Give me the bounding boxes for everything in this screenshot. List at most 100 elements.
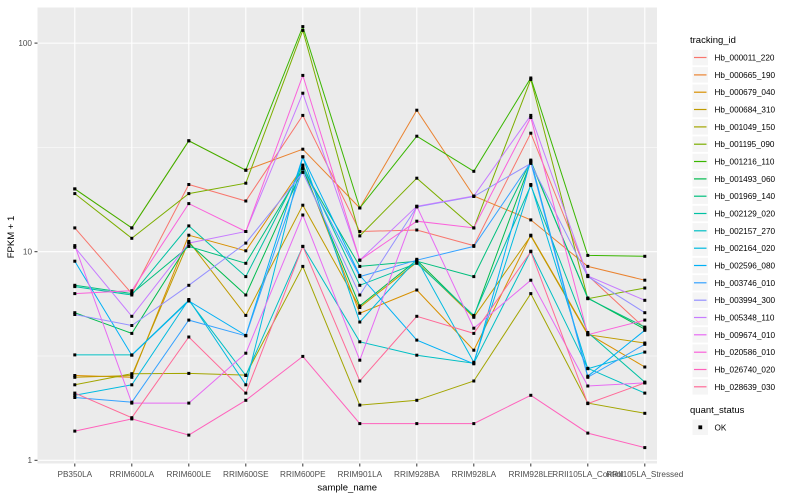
data-point (529, 131, 533, 135)
data-point (187, 224, 191, 228)
data-point (73, 245, 77, 249)
data-point (529, 116, 533, 119)
legend-entry-label: Hb_026740_020 (715, 366, 776, 375)
data-point (187, 433, 191, 437)
legend-entry-label: Hb_003994_300 (715, 296, 776, 305)
data-point (244, 181, 248, 185)
data-points (73, 25, 647, 450)
data-point (130, 401, 134, 405)
data-point (472, 422, 476, 426)
data-point (244, 230, 248, 233)
plot-panel (37, 7, 657, 464)
data-point (244, 275, 248, 279)
data-point (301, 203, 305, 207)
data-point (586, 264, 590, 268)
legend-entry-label: Hb_000684_310 (715, 106, 776, 115)
y-tick-label: 10 (23, 248, 33, 257)
x-tick-label: RRIM600PE (280, 470, 326, 479)
data-point (73, 429, 77, 433)
ok-point-marker (698, 425, 703, 430)
legend-entry-label: Hb_001493_060 (715, 175, 776, 184)
data-point (586, 331, 590, 334)
legend-entry-Hb_000679_040: Hb_000679_040 (692, 84, 776, 100)
x-axis-title: sample_name (317, 483, 377, 494)
x-tick-label: RRIM600LE (166, 470, 211, 479)
data-point (244, 351, 248, 355)
data-point (73, 226, 77, 230)
data-point (472, 313, 476, 317)
data-point (415, 134, 419, 138)
legend-entry-Hb_001049_150: Hb_001049_150 (692, 119, 776, 135)
data-point (529, 292, 533, 296)
data-point (73, 244, 77, 248)
data-point (73, 187, 77, 191)
data-point (358, 403, 362, 407)
data-point (130, 293, 134, 297)
data-point (244, 383, 248, 387)
data-point (358, 340, 362, 344)
data-point (244, 261, 248, 265)
data-point (301, 170, 305, 174)
data-point (415, 204, 419, 208)
data-point (358, 293, 362, 297)
legend-entry-label: Hb_001195_090 (715, 140, 775, 149)
data-point (244, 168, 248, 172)
legend-title: tracking_id (690, 35, 736, 46)
legend-entry-Hb_028639_030: Hb_028639_030 (692, 379, 776, 395)
data-point (358, 311, 362, 315)
data-point (130, 226, 134, 230)
data-point (301, 91, 305, 95)
legend-entry-label: Hb_001969_140 (715, 192, 776, 201)
data-point (244, 313, 248, 317)
data-point (643, 411, 647, 415)
data-point (187, 233, 191, 237)
legend-entry-Hb_003994_300: Hb_003994_300 (692, 292, 776, 308)
legend-entry-label: Hb_000665_190 (715, 71, 776, 80)
legend-entry-label: Hb_000679_040 (715, 88, 776, 97)
legend-entry-label: Hb_002157_270 (715, 227, 776, 236)
data-point (187, 401, 191, 405)
data-point (643, 365, 647, 369)
legend-entry-Hb_001216_110: Hb_001216_110 (692, 153, 775, 170)
data-point (130, 383, 134, 387)
data-point (643, 298, 647, 302)
data-point (73, 393, 77, 397)
data-point (187, 139, 191, 143)
data-point (529, 113, 533, 117)
data-point (187, 283, 191, 287)
data-point (586, 296, 590, 300)
y-tick-labels: 1 10 100 (18, 39, 32, 465)
data-point (358, 306, 362, 309)
data-point (472, 275, 476, 279)
data-point (586, 375, 590, 379)
x-tick-label: RRII105LA_Stressed (606, 470, 683, 479)
data-point (415, 176, 419, 180)
data-point (643, 254, 647, 258)
data-point (301, 147, 305, 151)
data-point (187, 241, 191, 245)
data-point (415, 228, 419, 232)
legend-entry-Hb_005348_110: Hb_005348_110 (692, 309, 775, 326)
data-point (301, 28, 305, 32)
data-point (472, 226, 476, 230)
data-point (187, 371, 191, 375)
data-point (586, 274, 590, 278)
data-point (73, 383, 77, 387)
data-point (244, 249, 248, 253)
data-point (358, 320, 362, 324)
legend-tracking-id: tracking_id Hb_000011_220 Hb_000665_190 Hb_… (690, 35, 776, 395)
data-point (187, 335, 191, 339)
data-point (586, 367, 590, 371)
data-point (415, 422, 419, 426)
data-point (73, 375, 77, 379)
x-tick-label: RRIM901LA (337, 470, 382, 479)
data-point (73, 374, 77, 377)
data-point (586, 402, 590, 406)
legend-entry-label: Hb_001216_110 (715, 158, 775, 167)
data-point (643, 328, 647, 332)
data-point (472, 169, 476, 173)
data-point (301, 167, 305, 171)
data-point (472, 362, 476, 366)
axis-ticks (34, 42, 646, 467)
